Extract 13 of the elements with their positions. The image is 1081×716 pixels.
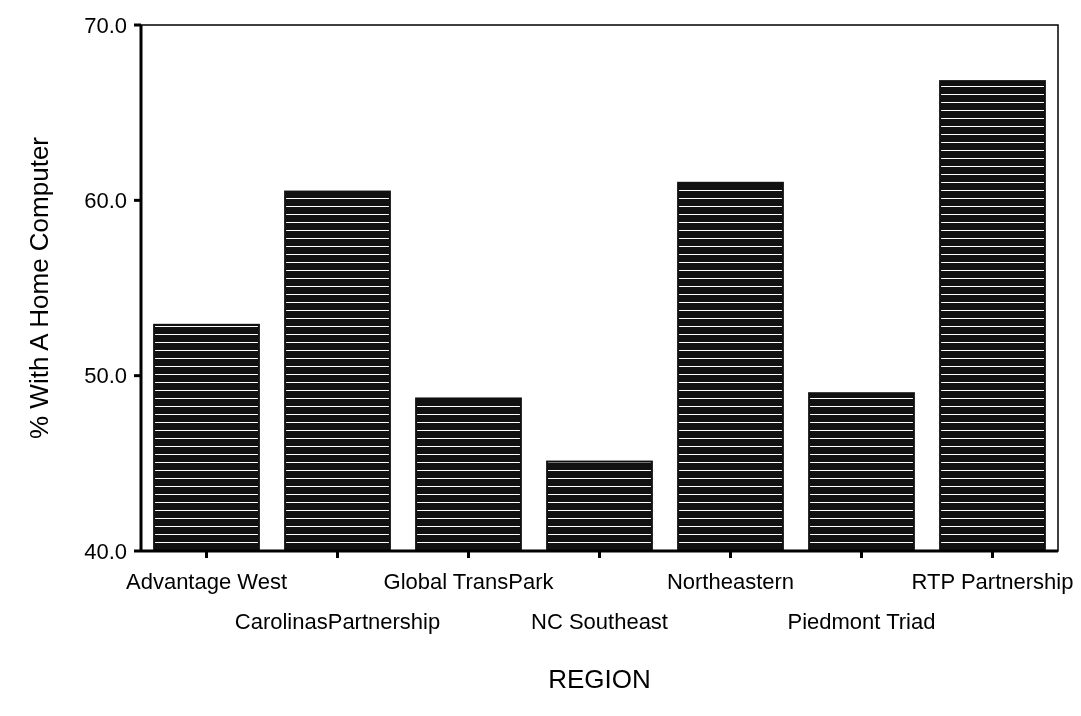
y-tick-label: 70.0 [84,12,127,38]
x-tick-label: Northeastern [666,569,795,594]
y-tick-label: 60.0 [84,188,127,214]
x-tick-label: Advantage West [125,569,288,594]
x-tick-label: NC Southeast [531,609,668,634]
y-tick-label: 40.0 [84,538,127,564]
x-axis-title: REGION [548,664,651,694]
y-axis-title: % With A Home Computer [24,136,54,439]
x-tick-label: CarolinasPartnership [234,609,441,634]
y-tick-label: 50.0 [84,363,127,389]
x-tick-label: RTP Partnership [911,569,1074,594]
x-tick-label: Global TransPark [383,569,555,594]
x-tick-label: Piedmont Triad [787,609,936,634]
